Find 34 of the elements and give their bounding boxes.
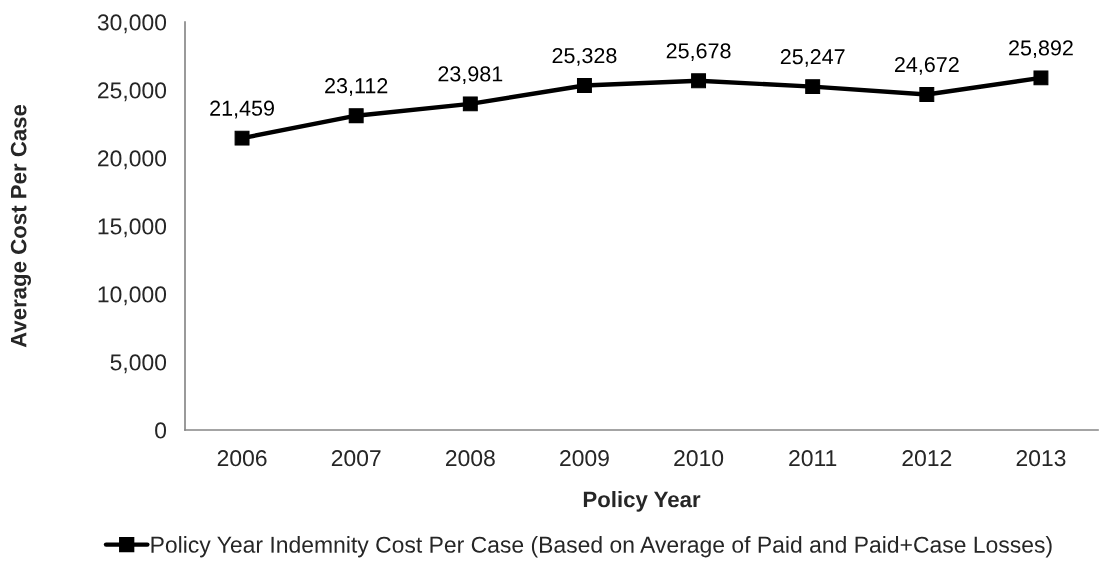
point	[576, 78, 592, 93]
y-tick-label: 25,000	[98, 82, 167, 102]
y-tick-label: 0	[155, 422, 167, 439]
y-tick-label: 10,000	[98, 286, 167, 306]
point	[691, 73, 707, 89]
legend-label: Policy Year Indemnity Cost Per Case (Based on Average of Paid and Paid+Case Losses)	[151, 536, 1052, 558]
point	[348, 108, 364, 124]
x-tick-label: 2008	[445, 450, 495, 467]
x-tick-label: 2013	[1016, 450, 1066, 467]
y-tick-label: 30,000	[97, 14, 167, 34]
y-tick-label: 20,000	[98, 150, 167, 170]
point	[919, 87, 935, 102]
data-label: 23,112	[325, 78, 388, 96]
x-tick-label: 2011	[789, 450, 837, 467]
data-label: 24,672	[894, 56, 959, 75]
point	[1033, 70, 1049, 86]
x-tick-label: 2012	[902, 450, 952, 467]
x-tick-label: 2007	[331, 450, 381, 467]
x-tick-label: 2009	[560, 450, 609, 467]
x-tick-label: 2006	[217, 450, 267, 467]
y-axis-title: Average Cost Per Case	[10, 104, 31, 348]
data-label: 25,678	[666, 43, 731, 62]
x-axis-title: Policy Year	[583, 491, 701, 512]
point	[234, 130, 250, 146]
data-label: 25,892	[1009, 40, 1073, 59]
y-tick-label: 15,000	[98, 218, 167, 238]
y-tick-label: 5,000	[110, 354, 167, 374]
data-label: 23,981	[438, 66, 503, 85]
data-label: 21,459	[210, 100, 274, 119]
point	[805, 79, 821, 95]
point	[462, 96, 478, 112]
data-label: 25,328	[552, 47, 617, 66]
x-tick-label: 2010	[674, 450, 724, 467]
data-label: 25,247	[780, 49, 845, 67]
